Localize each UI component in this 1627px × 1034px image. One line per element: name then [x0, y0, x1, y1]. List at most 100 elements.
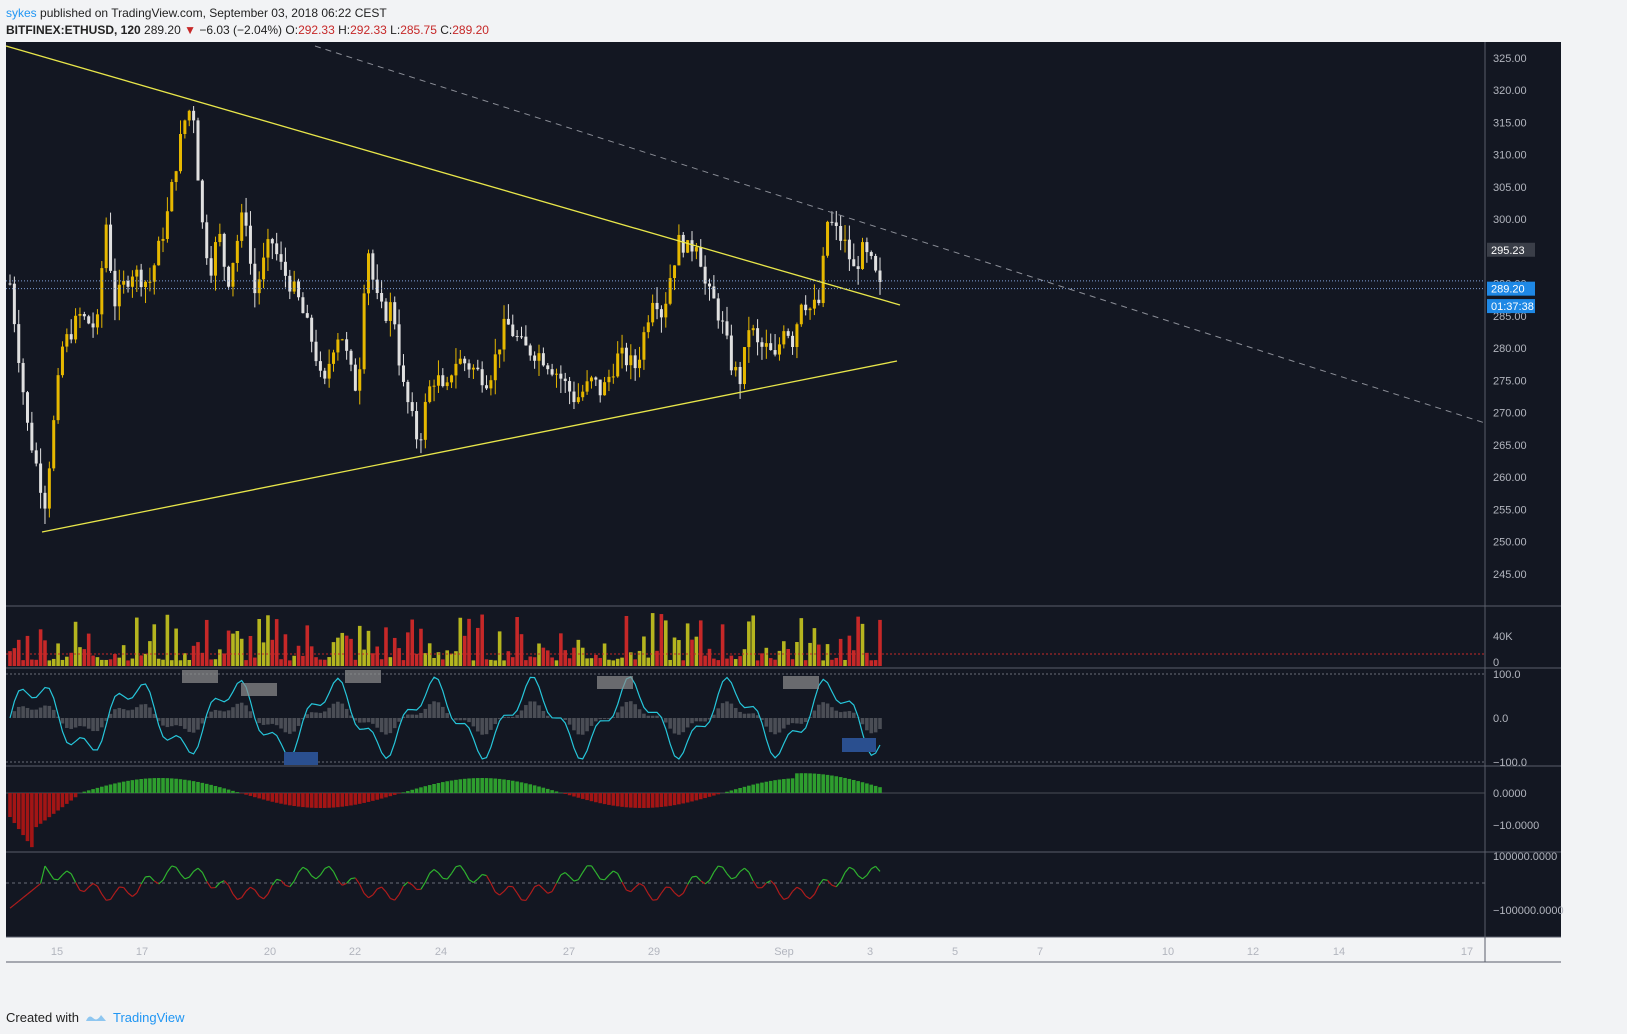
candle-body — [436, 375, 440, 386]
flow-segment — [171, 865, 177, 868]
macd-bar — [100, 786, 104, 793]
macd-bar — [69, 793, 74, 801]
volume-bar — [134, 617, 139, 666]
macd-bar — [677, 793, 681, 805]
volume-bar — [633, 659, 637, 666]
macd-bar — [91, 789, 95, 793]
candle-body — [401, 365, 405, 382]
volume-bar — [384, 627, 388, 666]
low-value: 285.75 — [400, 23, 437, 37]
volume-bar — [235, 631, 240, 666]
price-tick-label: 285.00 — [1493, 311, 1527, 323]
volume-bar — [248, 635, 253, 666]
flow-segment — [9, 904, 15, 909]
candle-body — [454, 363, 458, 376]
volume-bar — [213, 659, 218, 666]
stoch-hist-bar — [134, 707, 139, 718]
flow-segment — [555, 874, 562, 884]
candle-body — [332, 352, 336, 364]
stoch-hist-bar — [545, 715, 550, 718]
macd-bar — [270, 793, 275, 802]
flow-segment — [490, 882, 496, 893]
candle-body — [196, 120, 200, 181]
macd-bar — [856, 781, 860, 793]
symbol-label[interactable]: BITFINEX:ETHUSD, 120 — [6, 23, 141, 37]
high-value: 292.33 — [350, 23, 387, 37]
volume-bar — [751, 615, 756, 666]
candle-body — [275, 243, 279, 255]
volume-bar — [572, 647, 576, 666]
candle-body — [227, 266, 231, 287]
candle-body — [673, 265, 677, 279]
macd-bar — [607, 793, 611, 805]
macd-bar — [397, 793, 401, 794]
macd-bar — [257, 793, 261, 799]
volume-bar — [690, 639, 694, 666]
macd-bar — [226, 789, 231, 793]
time-tick-label: 17 — [1461, 946, 1473, 958]
price-label-box — [1487, 281, 1535, 296]
candle-body — [100, 268, 104, 315]
volume-bar — [410, 619, 415, 666]
volume-bar — [69, 652, 74, 666]
stoch-hist-bar — [388, 718, 393, 734]
macd-bar — [65, 793, 69, 804]
candle-body — [21, 362, 25, 393]
publisher-name[interactable]: sykes — [6, 6, 37, 20]
volume-bar — [825, 644, 830, 666]
macd-bar — [851, 779, 856, 793]
macd-histogram — [8, 773, 882, 848]
volume-bar — [646, 657, 651, 666]
stoch-hist-bar — [209, 711, 213, 718]
stoch-hist-bar — [331, 703, 336, 718]
stoch-hist-bar — [349, 715, 353, 718]
volume-bar — [847, 635, 852, 666]
macd-bar — [576, 793, 581, 798]
stoch-hist-bar — [427, 704, 432, 718]
flow-segment — [363, 892, 369, 899]
flow-segment — [324, 865, 330, 870]
macd-bar — [799, 773, 804, 793]
stoch-hist-bar — [489, 718, 493, 730]
flow-segment — [153, 880, 159, 885]
flow-segment — [354, 877, 361, 885]
stoch-hist-bar — [95, 718, 100, 732]
stoch-hist-bar — [362, 718, 366, 723]
volume-bar — [406, 632, 410, 666]
candle-body — [795, 324, 799, 348]
stoch-histogram — [12, 701, 882, 735]
volume-bar — [152, 624, 157, 666]
stoch-hist-bar — [143, 704, 148, 718]
flow-segment — [827, 879, 833, 886]
flow-segment — [687, 876, 693, 885]
price-label-text: 295.23 — [1491, 245, 1525, 257]
stoch-hist-bar — [60, 718, 65, 724]
stoch-hist-bar — [69, 718, 74, 729]
volume-bar — [362, 649, 366, 666]
macd-bar — [712, 793, 716, 796]
stoch-hist-bar — [38, 707, 43, 718]
candle-body — [808, 308, 812, 311]
flow-segment — [276, 878, 282, 882]
volume-bar — [650, 613, 655, 666]
volume-bar — [423, 653, 428, 666]
volume-bar — [397, 648, 401, 666]
flow-segment — [411, 884, 418, 890]
candle-body — [174, 171, 178, 183]
macd-bar — [611, 793, 616, 806]
candle-body — [769, 343, 773, 351]
volume-bar — [786, 649, 790, 666]
flow-segment — [778, 893, 785, 900]
macd-bar — [30, 793, 34, 848]
stoch-hist-bar — [716, 708, 721, 718]
volume-bar — [594, 654, 598, 666]
stoch-hist-bar — [327, 707, 331, 718]
candle-body — [183, 120, 187, 135]
flow-segment — [245, 886, 251, 892]
tradingview-brand[interactable]: TradingView — [112, 1010, 185, 1025]
flow-segment — [477, 874, 483, 880]
stoch-hist-bar — [838, 712, 843, 718]
candle-body — [589, 377, 593, 382]
volume-bar — [432, 658, 436, 666]
